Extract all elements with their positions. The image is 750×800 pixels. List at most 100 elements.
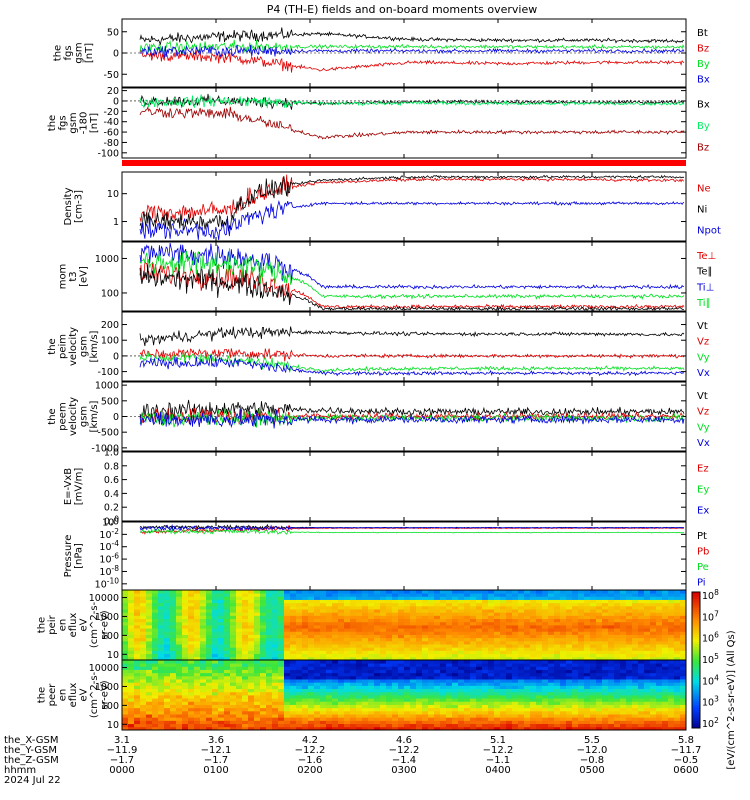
heat-cell [674,596,681,600]
heat-cell [422,653,429,658]
heat-cell [224,615,231,620]
heat-cell [410,660,417,664]
heat-cell [464,679,471,683]
heat-cell [566,593,573,597]
heat-cell [164,618,171,623]
heat-cell [170,726,177,731]
heat-cell [290,618,297,623]
heat-cell [650,672,657,677]
heat-cell [170,602,177,607]
heat-cell [350,704,357,709]
heat-cell [278,660,285,664]
heat-cell [308,615,315,620]
heat-cell [206,637,213,642]
heat-cell [398,723,405,728]
heat-cell [194,621,201,626]
heat-cell [134,605,141,610]
heat-cell [290,612,297,616]
heat-cell [356,653,363,658]
heat-cell [158,593,165,597]
heat-cell [350,656,357,661]
heat-cell [662,644,669,648]
colorbar-cell [692,696,700,700]
heat-cell [254,723,261,728]
heat-cell [266,593,273,597]
heat-cell [350,615,357,620]
heat-cell [512,698,519,702]
heat-cell [242,710,249,715]
heat-cell [140,631,147,635]
heat-cell [470,685,477,690]
heat-cell [512,625,519,629]
heat-cell [500,637,507,642]
heat-cell [308,609,315,613]
heat-cell [122,688,129,693]
heat-cell [638,656,645,661]
heat-cell [302,644,309,648]
heat-cell [296,695,303,699]
heat-cell [284,707,291,712]
heat-cell [320,599,327,604]
heat-cell [356,682,363,686]
heat-cell [422,701,429,705]
heat-cell [584,590,591,594]
heat-cell [596,717,603,721]
heat-cell [602,714,609,718]
heat-cell [584,666,591,670]
heat-cell [668,688,675,693]
heat-cell [620,688,627,693]
heat-cell [638,691,645,696]
heat-cell [596,695,603,699]
heat-cell [542,726,549,731]
heat-cell [608,609,615,613]
heat-cell [272,593,279,597]
heat-cell [542,656,549,661]
heat-cell [152,612,159,616]
heat-cell [536,688,543,693]
y-tick-label: -50 [103,70,119,81]
heat-cell [554,640,561,645]
heat-cell [260,618,267,623]
heat-cell [560,593,567,597]
heat-cell [338,660,345,664]
heat-cell [680,720,687,725]
colorbar-cell [692,718,700,722]
heat-cell [302,723,309,728]
heat-cell [476,688,483,693]
heat-cell [320,637,327,642]
heat-cell [302,637,309,642]
heat-cell [668,710,675,715]
heat-cell [320,685,327,690]
heat-cell [242,644,249,648]
heat-cell [164,720,171,725]
heat-cell [140,720,147,725]
heat-cell [236,675,243,680]
heat-cell [428,599,435,604]
heat-cell [374,625,381,629]
heat-cell [428,647,435,651]
heat-cell [158,675,165,680]
heat-cell [650,634,657,639]
heat-cell [668,675,675,680]
y-tick-label: 0.8 [104,461,119,472]
heat-cell [170,679,177,683]
heat-cell [542,653,549,658]
heat-cell [374,660,381,664]
heat-cell [632,596,639,600]
heat-cell [512,720,519,725]
heat-cell [548,634,555,639]
heat-cell [188,720,195,725]
heat-cell [584,644,591,648]
heat-cell [224,640,231,645]
heat-cell [608,612,615,616]
heat-cell [320,672,327,677]
heat-cell [212,675,219,680]
heat-cell [566,650,573,655]
heat-cell [356,695,363,699]
heat-cell [572,688,579,693]
heat-cell [128,609,135,613]
heat-cell [476,701,483,705]
heat-cell [248,669,255,674]
heat-cell [668,647,675,651]
heat-cell [464,695,471,699]
